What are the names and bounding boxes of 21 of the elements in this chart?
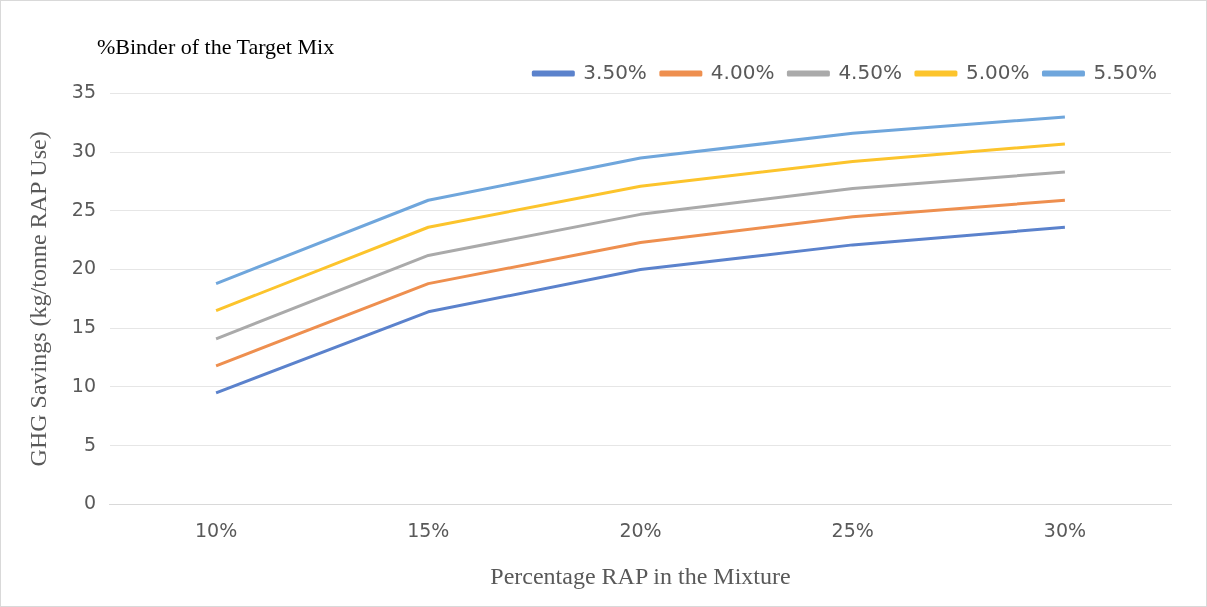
y-tick-label: 10 xyxy=(71,373,96,396)
x-axis-title: Percentage RAP in the Mixture xyxy=(490,562,791,589)
legend-label: 5.50% xyxy=(1093,59,1158,84)
x-tick-label: 25% xyxy=(831,518,874,541)
x-tick-label: 30% xyxy=(1043,518,1087,541)
y-tick-label: 35 xyxy=(71,80,96,103)
x-tick-label: 15% xyxy=(407,518,450,541)
x-tick-label: 10% xyxy=(194,518,238,541)
y-tick-label: 20 xyxy=(71,256,96,279)
legend-label: 3.50% xyxy=(583,59,647,84)
legend-title: %Binder of the Target Mix xyxy=(97,34,335,60)
y-tick-label: 15 xyxy=(71,315,96,338)
y-tick-label: 25 xyxy=(71,197,96,220)
y-axis-title: GHG Savings (kg/tonne RAP Use) xyxy=(24,131,51,467)
x-tick-label: 20% xyxy=(619,518,662,541)
y-tick-label: 5 xyxy=(83,432,96,455)
y-tick-label: 30 xyxy=(71,139,96,162)
legend-label: 4.00% xyxy=(710,59,775,84)
legend-label: 4.50% xyxy=(838,59,902,84)
y-tick-label: 0 xyxy=(83,491,96,514)
legend-label: 5.00% xyxy=(965,59,1030,84)
